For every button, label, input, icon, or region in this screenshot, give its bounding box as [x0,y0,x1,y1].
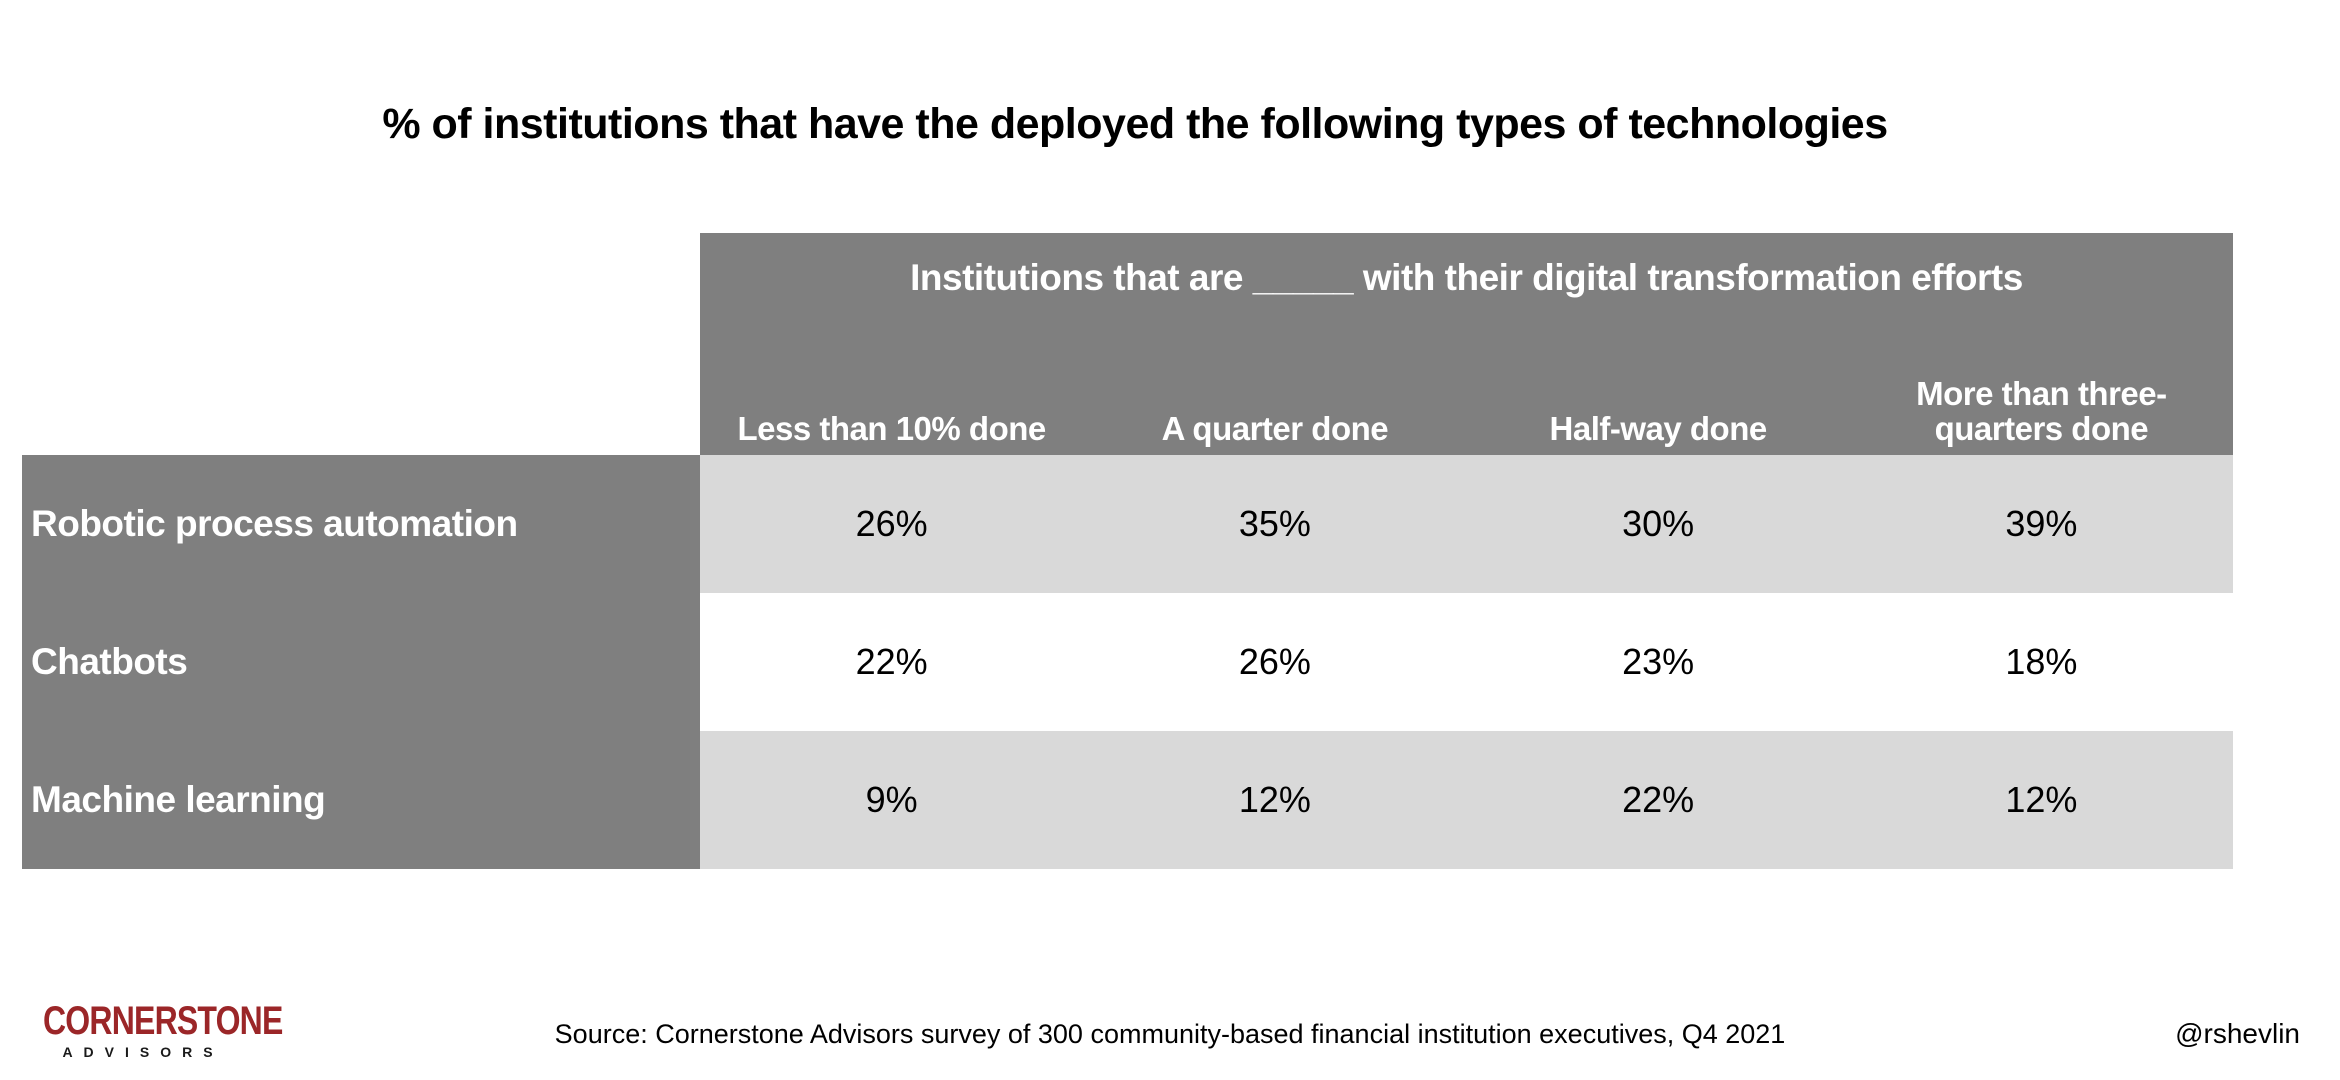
table-header-block: Institutions that are _____ with their d… [700,233,2233,455]
logo-subtext: ADVISORS [62,1044,224,1060]
twitter-handle: @rshevlin [2175,1018,2300,1049]
cell-rpa-quarter: 35% [1238,503,1311,544]
cell-chatbots-quarter: 26% [1238,641,1311,682]
source-attribution: Source: Cornerstone Advisors survey of 3… [554,1019,1786,1049]
column-header-half-way-done: Half-way done [1549,410,1768,448]
table-body: 26% 35% 30% 39% 22% 26% 23% 18% 9% 12% 2… [700,455,2233,869]
row-label-chatbots: Chatbots [31,641,188,682]
cell-rpa-half-way: 30% [1622,503,1695,544]
cell-ml-less-than-10: 9% [865,779,918,820]
table-row: 9% 12% 22% 12% [700,731,2233,869]
row-label-robotic-process-automation: Robotic process automation [31,503,518,544]
cell-ml-quarter: 12% [1238,779,1311,820]
table-spanner-heading: Institutions that are _____ with their d… [910,257,2023,298]
cell-rpa-less-than-10: 26% [855,503,928,544]
cell-ml-half-way: 22% [1622,779,1695,820]
column-headers-row: Less than 10% done A quarter done Half-w… [700,374,2233,455]
cell-rpa-three-quarters: 39% [2005,503,2078,544]
column-header-three-quarters-done: More than three-quarters done [1916,374,2167,448]
table-row: 22% 26% 23% 18% [700,593,2233,731]
slide-title: % of institutions that have the deployed… [382,100,1888,148]
row-label-machine-learning: Machine learning [31,779,326,820]
cell-chatbots-half-way: 23% [1622,641,1695,682]
column-header-quarter-done: A quarter done [1161,410,1389,448]
table-row: 26% 35% 30% 39% [700,455,2233,593]
cell-chatbots-less-than-10: 22% [855,641,928,682]
cell-ml-three-quarters: 12% [2005,779,2078,820]
cell-chatbots-three-quarters: 18% [2005,641,2078,682]
column-header-less-than-10: Less than 10% done [737,410,1046,448]
row-labels-block: Robotic process automation Chatbots Mach… [22,455,700,869]
